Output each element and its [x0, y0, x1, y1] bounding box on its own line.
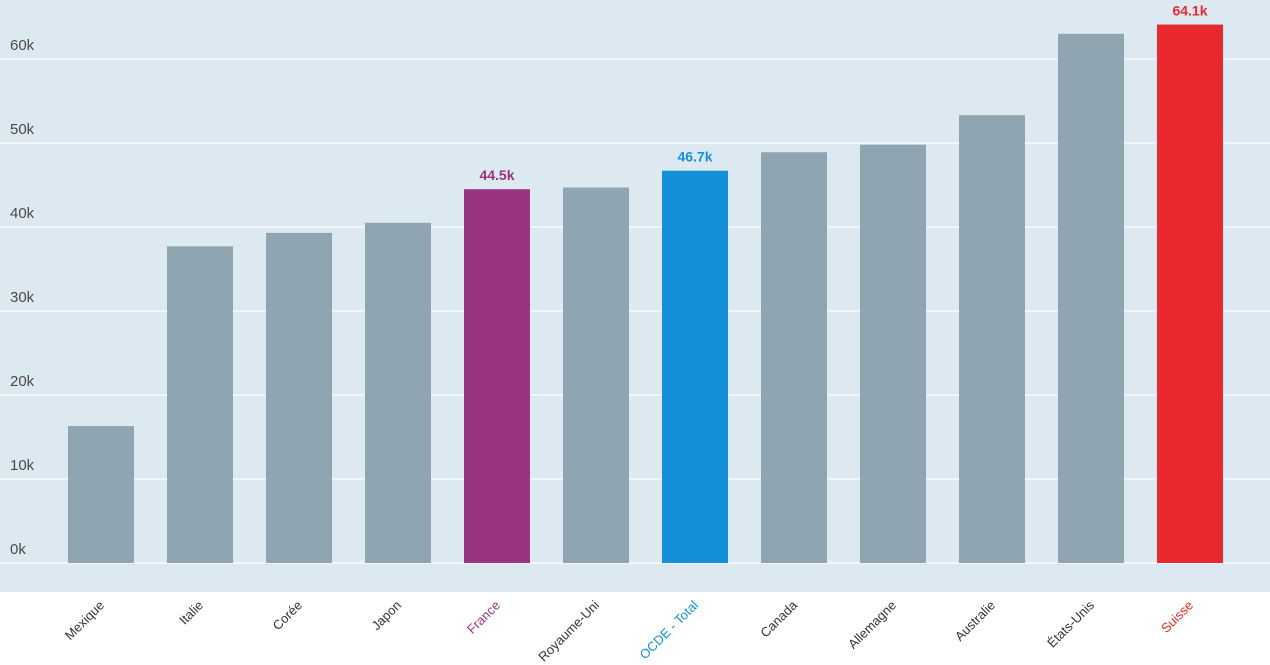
x-tick-label: France	[464, 598, 503, 637]
bar	[563, 187, 629, 563]
data-label: 46.7k	[677, 149, 712, 165]
bar	[167, 246, 233, 563]
x-tick-label: Mexique	[62, 598, 107, 643]
bar	[860, 144, 926, 563]
x-tick-label: Japon	[368, 598, 404, 634]
y-tick-label: 0k	[10, 541, 26, 558]
y-tick-label: 30k	[10, 289, 35, 306]
y-tick-label: 50k	[10, 121, 35, 138]
bar	[761, 152, 827, 564]
x-tick-label: États-Unis	[1044, 597, 1097, 650]
y-tick-label: 10k	[10, 457, 35, 474]
x-tick-label: Corée	[269, 598, 305, 634]
x-tick-label: Australie	[952, 598, 998, 644]
bar	[365, 222, 431, 564]
x-tick-label: Allemagne	[845, 598, 899, 652]
y-tick-label: 40k	[10, 205, 35, 222]
bar	[959, 115, 1025, 563]
y-tick-label: 60k	[10, 37, 35, 54]
bar	[266, 232, 332, 563]
bar	[464, 189, 530, 563]
x-tick-label: Royaume-Uni	[535, 597, 602, 664]
bar	[662, 170, 728, 563]
x-tick-label: OCDE - Total	[637, 597, 702, 662]
bar	[1058, 33, 1124, 564]
bar	[68, 426, 134, 563]
y-tick-label: 20k	[10, 373, 35, 390]
bar	[1157, 24, 1223, 564]
data-label: 44.5k	[479, 167, 514, 183]
x-tick-label: Suisse	[1158, 598, 1196, 636]
x-tick-label: Italie	[176, 598, 206, 628]
data-label: 64.1k	[1172, 3, 1207, 19]
x-tick-label: Canada	[757, 597, 800, 640]
